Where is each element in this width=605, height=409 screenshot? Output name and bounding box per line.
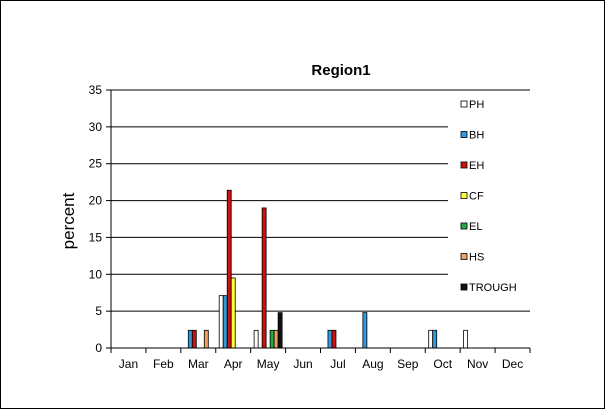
- legend-label-ph: PH: [469, 99, 484, 111]
- bar-ph-may: [253, 329, 259, 349]
- x-tick-label: May: [257, 357, 280, 371]
- bar-el-may: [269, 329, 275, 349]
- bar-eh-may: [261, 207, 267, 349]
- y-tick-label: 10: [89, 267, 103, 281]
- legend-swatch-trough: [460, 283, 468, 291]
- y-tick-label: 20: [89, 194, 103, 208]
- bar-bh-apr: [222, 295, 228, 349]
- legend-label-eh: EH: [469, 160, 484, 172]
- y-axis-label: percent: [59, 192, 78, 249]
- bar-bh-jul: [327, 329, 333, 349]
- gridlines: [111, 89, 530, 312]
- legend-background: [448, 93, 532, 307]
- x-tick-label: Jan: [119, 357, 138, 371]
- bar-trough-may: [277, 312, 283, 349]
- x-tick-label: Jun: [293, 357, 312, 371]
- bar-ph-oct: [428, 329, 434, 349]
- bar-hs-mar: [203, 329, 209, 349]
- x-tick-label: Nov: [467, 357, 488, 371]
- x-tick-label: Sep: [397, 357, 419, 371]
- x-tick-label: Oct: [433, 357, 452, 371]
- legend-label-trough: TROUGH: [469, 282, 517, 294]
- y-tick-label: 0: [95, 341, 102, 355]
- legend-swatch-bh: [460, 131, 468, 138]
- bar-bh-aug: [362, 312, 368, 349]
- x-tick-label: Jul: [330, 357, 345, 371]
- y-axis-ticks: 0 5 10 15 20 25 30 35: [89, 83, 111, 355]
- bar-eh-mar: [191, 329, 197, 349]
- legend-swatch-ph: [460, 100, 468, 108]
- bar-ph-apr: [218, 295, 224, 349]
- legend-swatch-cf: [460, 192, 468, 199]
- bar-cf-apr: [230, 277, 236, 349]
- bar-ph-nov: [463, 329, 469, 349]
- x-tick-label: Dec: [502, 357, 523, 371]
- y-tick-label: 25: [89, 157, 103, 171]
- y-tick-label: 30: [89, 120, 103, 134]
- y-tick-label: 15: [89, 230, 103, 244]
- bar-bh-mar: [187, 329, 193, 349]
- bar-bh-oct: [432, 329, 438, 349]
- legend-swatch-el: [460, 222, 468, 230]
- legend: PH BH EH CF EL HS TROUGH: [448, 93, 532, 307]
- chart-title: Region1: [311, 62, 370, 79]
- legend-label-hs: HS: [469, 252, 484, 264]
- x-tick-label: Aug: [362, 357, 383, 371]
- legend-label-el: EL: [469, 221, 482, 233]
- x-tick-label: Feb: [153, 357, 174, 371]
- legend-label-bh: BH: [469, 130, 484, 142]
- legend-swatch-eh: [460, 161, 468, 169]
- bars: [187, 189, 469, 349]
- bar-eh-jul: [331, 329, 337, 349]
- bar-eh-apr: [226, 189, 232, 349]
- legend-swatch-hs: [460, 253, 468, 260]
- y-tick-label: 35: [89, 83, 103, 97]
- x-tick-label: Apr: [224, 357, 243, 371]
- bar-hs-may: [273, 329, 279, 349]
- legend-label-cf: CF: [469, 191, 484, 203]
- x-tick-label: Mar: [188, 357, 209, 371]
- x-axis-ticks: Jan Feb Mar Apr May Jun Jul Aug Sep Oct Nov Dec: [110, 348, 531, 371]
- y-tick-label: 5: [95, 304, 102, 318]
